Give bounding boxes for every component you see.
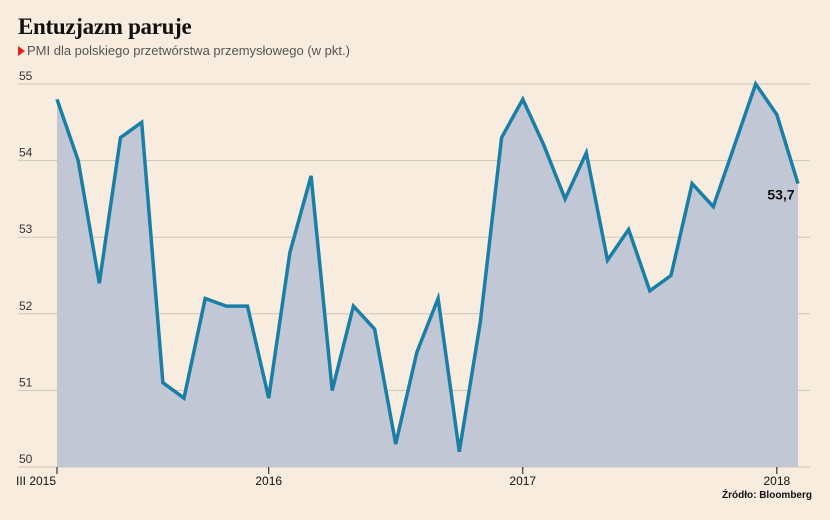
- subtitle-marker-icon: [18, 45, 25, 56]
- data-point: [605, 258, 609, 262]
- series-area: [57, 84, 798, 467]
- data-point: [457, 450, 461, 454]
- data-point: [246, 304, 250, 308]
- series-line: [55, 80, 800, 452]
- data-point: [500, 136, 504, 140]
- data-point: [330, 388, 334, 392]
- data-point: [140, 120, 144, 124]
- data-point: [711, 205, 715, 209]
- data-point: [55, 97, 59, 101]
- data-point: [478, 319, 482, 323]
- data-point: [584, 151, 588, 155]
- x-tick-label: 2017: [509, 474, 536, 488]
- data-point: [732, 143, 736, 147]
- y-tick-label: 51: [19, 375, 33, 389]
- last-value-label: 53,7: [767, 187, 794, 203]
- x-tick-label: III 2015: [16, 474, 56, 488]
- chart-title: Entuzjazm paruje: [18, 14, 192, 39]
- x-axis-ticks: III 2015 2016 2017 2018: [16, 467, 790, 488]
- source-note: Źródło: Bloomberg: [722, 490, 812, 501]
- data-point: [97, 281, 101, 285]
- data-point: [351, 304, 355, 308]
- data-point: [373, 327, 377, 331]
- data-point: [224, 304, 228, 308]
- data-point: [627, 228, 631, 232]
- x-tick-label: 2016: [255, 474, 282, 488]
- data-point: [119, 136, 123, 140]
- y-tick-label: 50: [19, 452, 33, 466]
- data-point: [267, 396, 271, 400]
- data-point: [669, 274, 673, 278]
- data-point: [648, 289, 652, 293]
- y-axis-labels: 50 51 52 53 54 55: [19, 69, 33, 466]
- y-tick-label: 52: [19, 299, 33, 313]
- data-point: [182, 396, 186, 400]
- chart-subtitle-row: PMI dla polskiego przetwórstwa przemysło…: [18, 43, 350, 58]
- data-point: [415, 350, 419, 354]
- data-point: [203, 296, 207, 300]
- y-tick-label: 53: [19, 222, 33, 236]
- data-point: [288, 251, 292, 255]
- data-point: [521, 97, 525, 101]
- data-point: [563, 197, 567, 201]
- x-tick-label: 2018: [763, 474, 790, 488]
- y-tick-label: 54: [19, 146, 33, 160]
- data-point: [690, 182, 694, 186]
- data-point: [161, 381, 165, 385]
- data-point: [436, 296, 440, 300]
- data-point: [775, 113, 779, 117]
- data-point: [394, 442, 398, 446]
- y-tick-label: 55: [19, 69, 33, 83]
- data-point: [796, 182, 800, 186]
- data-point: [309, 174, 313, 178]
- data-point: [542, 143, 546, 147]
- data-point: [76, 159, 80, 163]
- chart-subtitle: PMI dla polskiego przetwórstwa przemysło…: [27, 43, 350, 58]
- data-point: [754, 82, 758, 86]
